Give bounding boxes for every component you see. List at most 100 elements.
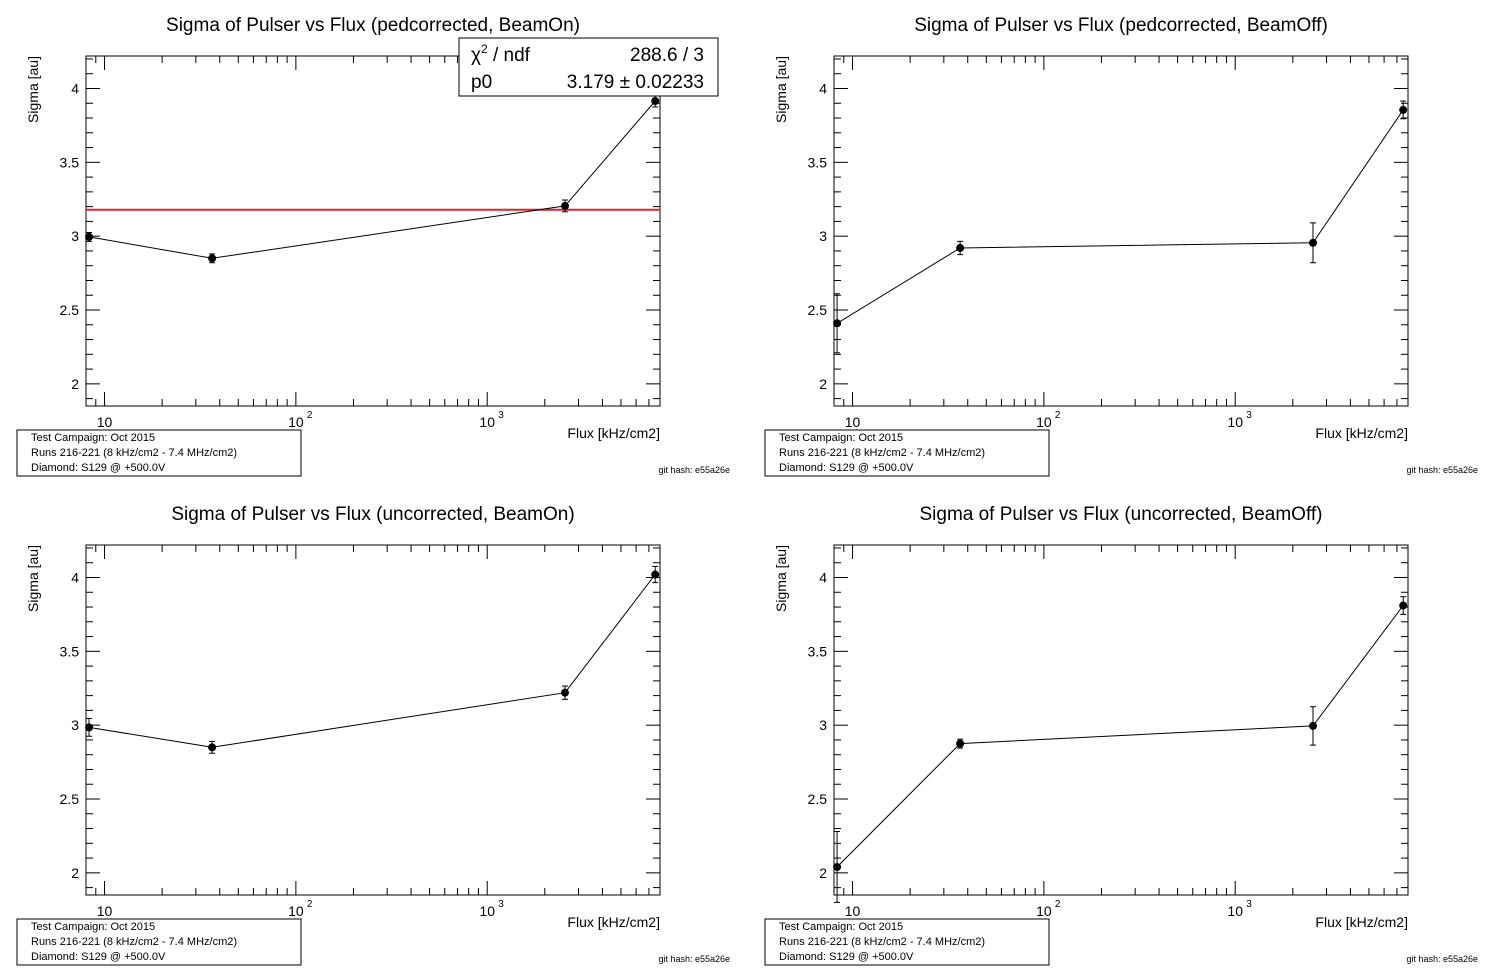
x-axis-label: Flux [kHz/cm2] <box>567 425 660 441</box>
chart-panel-3: Sigma of Pulser vs Flux (uncorrected, Be… <box>16 504 730 966</box>
y-tick-label: 3 <box>819 717 827 733</box>
y-tick-label: 2.5 <box>808 791 828 807</box>
info-box: Test Campaign: Oct 2015 Runs 216-221 (8 k… <box>16 918 302 966</box>
y-tick-label: 3 <box>71 717 79 733</box>
data-point <box>85 232 94 241</box>
plot-frame <box>833 544 1409 896</box>
info-line: Test Campaign: Oct 2015 <box>779 432 903 444</box>
y-tick-label: 2 <box>819 376 827 392</box>
x-tick-label: 10 <box>288 903 304 919</box>
info-box: Test Campaign: Oct 2015 Runs 216-221 (8 k… <box>764 918 1050 966</box>
chart-panel-1: Sigma of Pulser vs Flux (pedcorrected, B… <box>16 15 730 477</box>
series-line <box>836 605 1404 868</box>
y-tick-label: 2 <box>71 865 79 881</box>
y-tick-label: 4 <box>819 80 827 96</box>
x-tick-exponent: 3 <box>498 899 504 910</box>
data-point <box>208 254 217 263</box>
chart-title: Sigma of Pulser vs Flux (uncorrected, Be… <box>919 504 1322 525</box>
x-tick-label: 10 <box>1227 414 1243 430</box>
y-tick-label: 2.5 <box>808 302 828 318</box>
x-tick-label: 10 <box>845 903 861 919</box>
fit-stats-box: χ2 / ndf 288.6 / 3 p0 3.179 ± 0.02233 <box>458 37 719 97</box>
plot-frame <box>833 55 1409 407</box>
y-tick-label: 2.5 <box>60 302 80 318</box>
p0-value: 3.179 ± 0.02233 <box>567 72 704 93</box>
info-line: Diamond: S129 @ +500.0V <box>31 462 166 474</box>
y-tick-label: 4 <box>819 569 827 585</box>
x-tick-label: 10 <box>845 414 861 430</box>
data-point <box>833 319 842 328</box>
y-tick-label: 3.5 <box>60 643 80 659</box>
x-tick-label: 10 <box>97 903 113 919</box>
x-tick-label: 10 <box>1227 903 1243 919</box>
x-axis-label: Flux [kHz/cm2] <box>1315 914 1408 930</box>
git-hash: git hash: e55a26e <box>658 954 730 964</box>
p0-label: p0 <box>471 72 492 93</box>
data-point <box>956 739 965 748</box>
info-line: Runs 216-221 (8 kHz/cm2 - 7.4 MHz/cm2) <box>779 936 985 948</box>
data-point <box>1308 238 1317 247</box>
git-hash: git hash: e55a26e <box>658 465 730 475</box>
x-tick-exponent: 2 <box>1055 899 1061 910</box>
data-point <box>85 723 94 732</box>
info-box-frame <box>764 918 1050 966</box>
x-tick-label: 10 <box>288 414 304 430</box>
y-tick-label: 3 <box>819 228 827 244</box>
y-axis-label: Sigma [au] <box>25 545 41 612</box>
x-tick-exponent: 2 <box>307 410 313 421</box>
info-line: Runs 216-221 (8 kHz/cm2 - 7.4 MHz/cm2) <box>31 936 237 948</box>
data-point <box>560 201 569 210</box>
y-tick-label: 3.5 <box>808 154 828 170</box>
chart-panel-4: Sigma of Pulser vs Flux (uncorrected, Be… <box>764 504 1478 966</box>
series-line <box>89 574 656 748</box>
info-box: Test Campaign: Oct 2015 Runs 216-221 (8 k… <box>16 429 302 477</box>
chart-title: Sigma of Pulser vs Flux (pedcorrected, B… <box>166 15 580 36</box>
plot-frame <box>85 55 661 407</box>
x-tick-exponent: 3 <box>1246 410 1252 421</box>
data-point <box>1399 601 1408 610</box>
data-point <box>833 862 842 871</box>
y-tick-label: 2.5 <box>60 791 80 807</box>
y-axis-label: Sigma [au] <box>25 56 41 123</box>
x-tick-label: 10 <box>97 414 113 430</box>
x-tick-label: 10 <box>479 414 495 430</box>
x-tick-exponent: 2 <box>1055 410 1061 421</box>
series-line <box>89 100 656 259</box>
y-tick-label: 3.5 <box>808 643 828 659</box>
y-tick-label: 3.5 <box>60 154 80 170</box>
info-line: Test Campaign: Oct 2015 <box>31 432 155 444</box>
info-line: Runs 216-221 (8 kHz/cm2 - 7.4 MHz/cm2) <box>31 447 237 459</box>
info-line: Diamond: S129 @ +500.0V <box>779 951 914 963</box>
data-point <box>651 570 660 579</box>
chi2-value: 288.6 / 3 <box>630 45 704 66</box>
data-point <box>1399 105 1408 114</box>
info-line: Runs 216-221 (8 kHz/cm2 - 7.4 MHz/cm2) <box>779 447 985 459</box>
y-tick-label: 2 <box>819 865 827 881</box>
y-axis-label: Sigma [au] <box>773 56 789 123</box>
x-tick-exponent: 3 <box>1246 899 1252 910</box>
x-tick-label: 10 <box>1036 903 1052 919</box>
data-point <box>651 97 660 106</box>
y-tick-label: 2 <box>71 376 79 392</box>
fit-stats-frame <box>458 37 719 97</box>
info-box-frame <box>16 918 302 966</box>
info-box-frame <box>16 429 302 477</box>
x-tick-exponent: 2 <box>307 899 313 910</box>
info-box-frame <box>764 429 1050 477</box>
git-hash: git hash: e55a26e <box>1406 954 1478 964</box>
data-point <box>1308 721 1317 730</box>
info-line: Test Campaign: Oct 2015 <box>31 921 155 933</box>
chart-title: Sigma of Pulser vs Flux (uncorrected, Be… <box>171 504 574 525</box>
chart-panel-2: Sigma of Pulser vs Flux (pedcorrected, B… <box>764 15 1478 477</box>
y-tick-label: 4 <box>71 569 79 585</box>
data-point <box>208 743 217 752</box>
y-axis-label: Sigma [au] <box>773 545 789 612</box>
series-line <box>836 109 1404 324</box>
x-axis-label: Flux [kHz/cm2] <box>1315 425 1408 441</box>
x-tick-label: 10 <box>479 903 495 919</box>
info-line: Test Campaign: Oct 2015 <box>779 921 903 933</box>
chart-title: Sigma of Pulser vs Flux (pedcorrected, B… <box>914 15 1328 36</box>
info-line: Diamond: S129 @ +500.0V <box>779 462 914 474</box>
data-point <box>560 688 569 697</box>
